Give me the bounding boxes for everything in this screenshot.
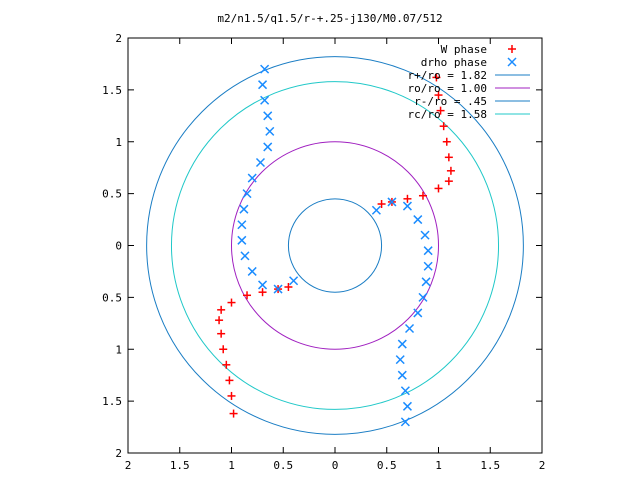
data-point	[387, 197, 397, 207]
y-tick-label: 1.5	[102, 395, 122, 408]
y-tick-label: 1	[115, 136, 122, 149]
data-point	[400, 417, 410, 427]
reference-circle	[231, 141, 439, 350]
data-point	[413, 215, 423, 225]
data-point	[402, 401, 412, 411]
data-point	[247, 266, 257, 276]
x-tick-label: 1.5	[480, 459, 500, 472]
data-point	[225, 376, 234, 385]
data-point	[397, 370, 407, 380]
legend-label: ro/ro = 1.00	[408, 82, 487, 95]
data-point	[395, 355, 405, 365]
x-tick-label: 2	[539, 459, 546, 472]
y-tick-label: 2	[115, 32, 122, 45]
x-tick-label: 1.5	[170, 459, 190, 472]
data-point	[258, 80, 268, 90]
data-point	[434, 91, 443, 100]
legend-symbol	[507, 57, 517, 67]
data-point	[243, 291, 252, 300]
data-point	[284, 283, 293, 291]
data-point	[260, 95, 270, 105]
y-tick-label: 0	[115, 240, 122, 253]
data-point	[273, 284, 283, 294]
x-tick-label: 0.5	[273, 459, 293, 472]
reference-circle	[170, 81, 500, 410]
data-point	[444, 153, 453, 162]
data-point	[289, 276, 299, 286]
data-point	[446, 166, 455, 175]
axis-ticks: 2 1.5 1 0.5 0 0.5 1 1.5 221.510.500.511.52	[102, 32, 545, 472]
reference-circle	[287, 198, 383, 293]
y-tick-label: 0.5	[102, 188, 122, 201]
y-tick-label: 0.5	[102, 291, 122, 304]
data-point	[239, 204, 249, 214]
data-point	[444, 177, 453, 186]
reference-circles	[146, 56, 524, 435]
data-point	[237, 235, 247, 245]
data-point	[400, 386, 410, 396]
legend-label: W phase	[441, 43, 487, 56]
data-point	[260, 64, 270, 74]
data-point	[377, 200, 386, 208]
data-point	[418, 191, 427, 200]
data-point	[402, 201, 412, 211]
data-point	[237, 220, 247, 230]
data-points	[215, 64, 455, 427]
data-point	[420, 230, 430, 240]
reference-circle	[146, 56, 524, 435]
y-tick-label: 1	[115, 343, 122, 356]
data-point	[397, 339, 407, 349]
data-point	[240, 251, 250, 261]
data-point	[265, 126, 275, 136]
legend-label: r-/ro = .45	[414, 95, 487, 108]
x-tick-label: 0	[332, 459, 339, 472]
legend-label: r+/ro = 1.82	[408, 69, 487, 82]
data-point	[263, 111, 273, 121]
data-point	[222, 360, 231, 369]
data-point	[215, 316, 224, 325]
data-point	[404, 323, 415, 334]
data-point	[371, 205, 381, 215]
data-point	[258, 288, 267, 297]
data-point	[242, 189, 252, 199]
data-point	[227, 391, 236, 400]
data-point	[227, 298, 236, 307]
data-point	[418, 292, 428, 302]
legend-label: rc/ro = 1.58	[408, 108, 487, 121]
y-tick-label: 1.5	[102, 84, 122, 97]
data-point	[229, 409, 238, 418]
x-tick-label: 1	[228, 459, 235, 472]
y-tick-label: 2	[115, 447, 122, 460]
data-point	[442, 137, 451, 146]
data-point	[421, 277, 431, 287]
data-point	[436, 106, 445, 115]
data-point	[217, 305, 226, 314]
data-point	[403, 194, 412, 203]
x-tick-label: 1	[435, 459, 442, 472]
data-point	[255, 157, 266, 168]
legend-label: drho phase	[421, 56, 487, 69]
data-point	[219, 345, 228, 354]
data-point	[423, 261, 433, 271]
data-point	[217, 329, 226, 338]
x-tick-label: 2	[125, 459, 132, 472]
data-point	[439, 122, 448, 131]
data-point	[413, 308, 423, 318]
data-point	[423, 246, 433, 256]
data-point	[247, 173, 257, 183]
data-point	[434, 184, 443, 193]
x-tick-label: 0.5	[377, 459, 397, 472]
data-point	[263, 142, 273, 152]
data-point	[258, 280, 268, 290]
legend-symbol	[508, 45, 516, 53]
data-point	[432, 73, 441, 82]
chart-title: m2/n1.5/q1.5/r-+.25-j130/M0.07/512	[217, 12, 442, 25]
